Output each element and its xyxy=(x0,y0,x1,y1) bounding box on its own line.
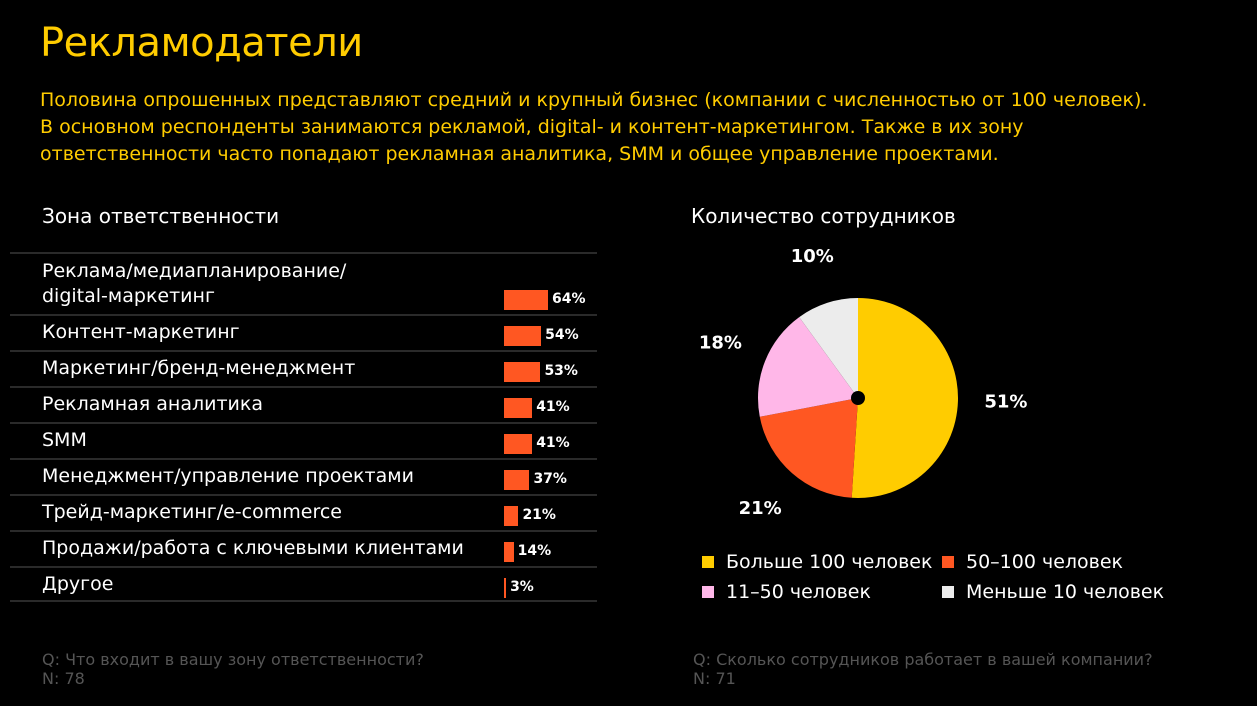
bar xyxy=(504,326,542,346)
bar-row: Рекламная аналитика 41% xyxy=(10,386,597,422)
footnote-n: N: 78 xyxy=(42,669,85,688)
bar-value-label: 41% xyxy=(536,435,570,451)
bar-row: Трейд-маркетинг/e-commerce 21% xyxy=(10,494,597,530)
bar-value-label: 53% xyxy=(544,363,578,379)
bar-row: Реклама/медиапланирование/ digital-марке… xyxy=(10,252,597,314)
legend-swatch xyxy=(942,586,954,598)
intro-text: Половина опрошенных представляют средний… xyxy=(40,87,1220,168)
pie-value-label: 18% xyxy=(699,333,742,354)
footnote-question: Q: Сколько сотрудников работает в вашей … xyxy=(693,650,1153,669)
bar-value-label: 64% xyxy=(552,291,586,307)
legend-item: Больше 100 человек xyxy=(702,551,932,573)
intro-line: Половина опрошенных представляют средний… xyxy=(40,89,1148,111)
bar-row: Менеджмент/управление проектами 37% xyxy=(10,458,597,494)
bar xyxy=(504,470,530,490)
pie-chart-title: Количество сотрудников xyxy=(691,204,956,228)
bar-category-label: Менеджмент/управление проектами xyxy=(42,465,414,487)
bar xyxy=(504,434,533,454)
footnote-question: Q: Что входит в вашу зону ответственност… xyxy=(42,650,424,669)
pie-slice xyxy=(759,398,858,498)
footnote-right: Q: Сколько сотрудников работает в вашей … xyxy=(693,650,1153,688)
pie-slice xyxy=(851,298,958,498)
pie-value-label: 21% xyxy=(739,498,782,519)
bar-chart-title: Зона ответственности xyxy=(42,204,280,228)
intro-line: В основном респонденты занимаются реклам… xyxy=(40,116,1024,138)
intro-line: ответственности часто попадают рекламная… xyxy=(40,143,999,165)
legend-label: Меньше 10 человек xyxy=(966,581,1165,603)
bar-category-label: SMM xyxy=(42,429,87,451)
bar-row: Продажи/работа с ключевыми клиентами 14% xyxy=(10,530,597,566)
legend-item: 50–100 человек xyxy=(942,551,1123,573)
bar xyxy=(504,398,533,418)
bar-category-label: Продажи/работа с ключевыми клиентами xyxy=(42,537,464,559)
bar-category-label: Маркетинг/бренд-менеджмент xyxy=(42,357,356,379)
legend-swatch xyxy=(942,556,954,568)
pie-center-dot xyxy=(851,391,865,405)
pie-slice xyxy=(758,317,858,417)
legend-item: Меньше 10 человек xyxy=(942,581,1164,603)
bar-value-label: 14% xyxy=(517,543,552,559)
bar-row: Маркетинг/бренд-менеджмент 53% xyxy=(10,350,597,386)
bar xyxy=(504,542,514,562)
bar xyxy=(504,506,519,526)
pie-slice xyxy=(799,298,858,398)
legend-swatch xyxy=(702,556,714,568)
legend-item: 11–50 человек xyxy=(702,581,871,603)
bar-row: SMM 41% xyxy=(10,422,597,458)
pie-chart: 51% 21% 18% 10% xyxy=(699,246,1028,519)
bar xyxy=(504,290,548,310)
bar xyxy=(504,362,541,382)
bar-category-label: Другое xyxy=(42,573,114,595)
bar-category-label: Трейд-маркетинг/e-commerce xyxy=(42,501,342,523)
bar-category-label: Реклама/медиапланирование/ digital-марке… xyxy=(42,260,347,307)
footnote-n: N: 71 xyxy=(693,669,736,688)
bar-chart: Реклама/медиапланирование/ digital-марке… xyxy=(10,252,597,602)
bar-value-label: 54% xyxy=(545,327,579,343)
bar-row: Контент-маркетинг 54% xyxy=(10,314,597,350)
bar xyxy=(504,578,507,598)
bar-category-label: Рекламная аналитика xyxy=(42,393,264,415)
bar-value-label: 37% xyxy=(533,471,567,487)
bar-value-label: 21% xyxy=(522,507,556,523)
bar-category-label: Контент-маркетинг xyxy=(42,321,240,343)
legend-label: 11–50 человек xyxy=(726,581,871,603)
bar-row: Другое 3% xyxy=(10,566,597,602)
pie-value-label: 10% xyxy=(791,246,834,267)
footnote-left: Q: Что входит в вашу зону ответственност… xyxy=(42,650,424,688)
legend-label: Больше 100 человек xyxy=(726,551,933,573)
bar-value-label: 41% xyxy=(536,399,570,415)
legend-label: 50–100 человек xyxy=(966,551,1124,573)
legend-swatch xyxy=(702,586,714,598)
pie-value-label: 51% xyxy=(984,392,1027,413)
bar-value-label: 3% xyxy=(510,579,534,595)
page-title: Рекламодатели xyxy=(40,20,363,66)
